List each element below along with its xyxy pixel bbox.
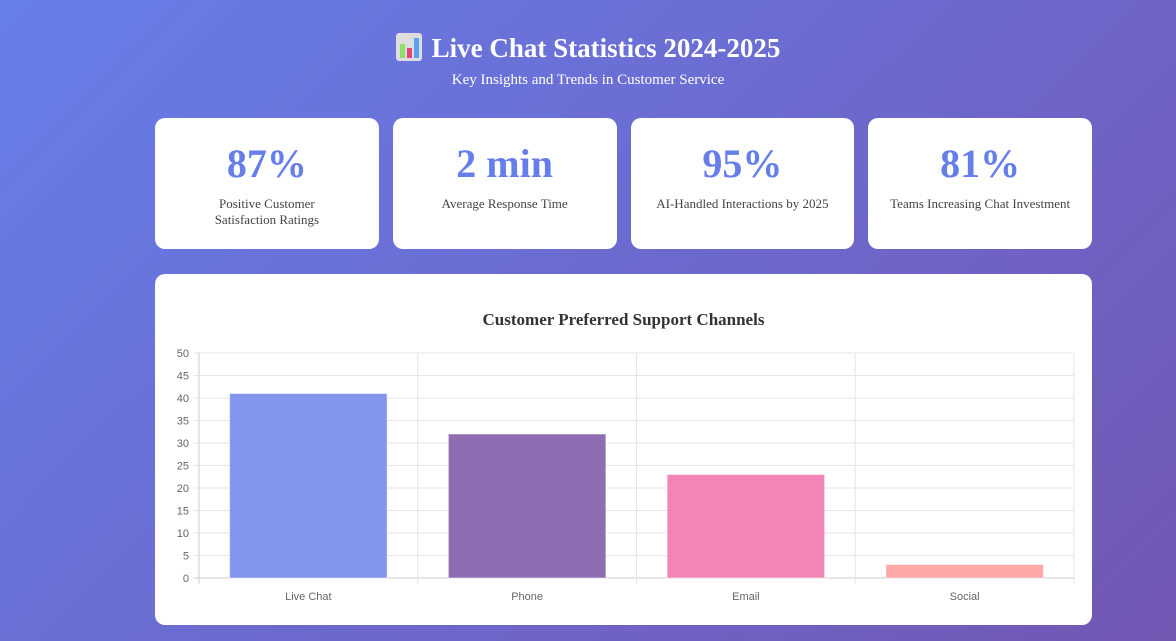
y-tick-label: 30	[177, 438, 189, 450]
stat-value: 95%	[702, 141, 783, 186]
y-tick-label: 25	[177, 461, 189, 473]
page-title: Live Chat Statistics 2024-2025	[0, 30, 1176, 66]
chart-card: Customer Preferred Support Channels 0 5 10…	[155, 274, 1092, 625]
stat-card-ai: 95% AI-Handled Interactions by 2025	[630, 118, 855, 249]
header: Live Chat Statistics 2024-2025 Key Insig…	[0, 30, 1176, 89]
stat-card-response-time: 2 min Average Response Time	[392, 118, 617, 249]
y-tick-label: 50	[177, 348, 189, 360]
y-tick-label: 5	[183, 551, 189, 563]
stat-card-investment: 81% Teams Increasing Chat Investment	[868, 118, 1092, 249]
stat-label: Teams Increasing Chat Investment	[890, 196, 1071, 211]
x-tick-label: Live Chat	[285, 591, 331, 603]
y-tick-label: 35	[177, 416, 189, 428]
bar-chart: 0 5 10 15 20 25 30 35 40 45 50 Live Chat Phone Email S…	[177, 348, 1075, 603]
stat-value: 87%	[226, 141, 307, 186]
bar-live-chat	[229, 393, 388, 579]
y-tick-label: 20	[177, 483, 189, 495]
title-text: Live Chat Statistics 2024-2025	[431, 33, 781, 63]
x-tick-label: Email	[732, 591, 760, 603]
bar-chart-icon	[395, 33, 422, 61]
y-tick-label: 40	[177, 393, 189, 405]
chart-title: Customer Preferred Support Channels	[482, 310, 765, 329]
y-tick-label: 45	[177, 371, 189, 383]
y-tick-label: 15	[177, 506, 189, 518]
bar-email	[666, 474, 826, 579]
stat-label: AI-Handled Interactions by 2025	[656, 196, 829, 211]
stat-label: Positive Customer Satisfaction Ratings	[214, 196, 320, 227]
y-tick-label: 10	[177, 528, 189, 540]
page-subtitle: Key Insights and Trends in Customer Serv…	[451, 72, 725, 88]
bar-social	[885, 564, 1044, 579]
y-tick-label: 0	[183, 573, 189, 585]
stat-label: Average Response Time	[441, 196, 568, 211]
stat-value: 2 min	[456, 141, 553, 186]
bar-phone	[447, 433, 607, 579]
x-tick-label: Social	[950, 591, 980, 603]
x-tick-label: Phone	[511, 591, 543, 603]
stat-value: 81%	[940, 141, 1021, 186]
stat-card-satisfaction: 87% Positive Customer Satisfaction Rating…	[155, 118, 379, 249]
stat-cards: 87% Positive Customer Satisfaction Rating…	[155, 118, 1092, 249]
